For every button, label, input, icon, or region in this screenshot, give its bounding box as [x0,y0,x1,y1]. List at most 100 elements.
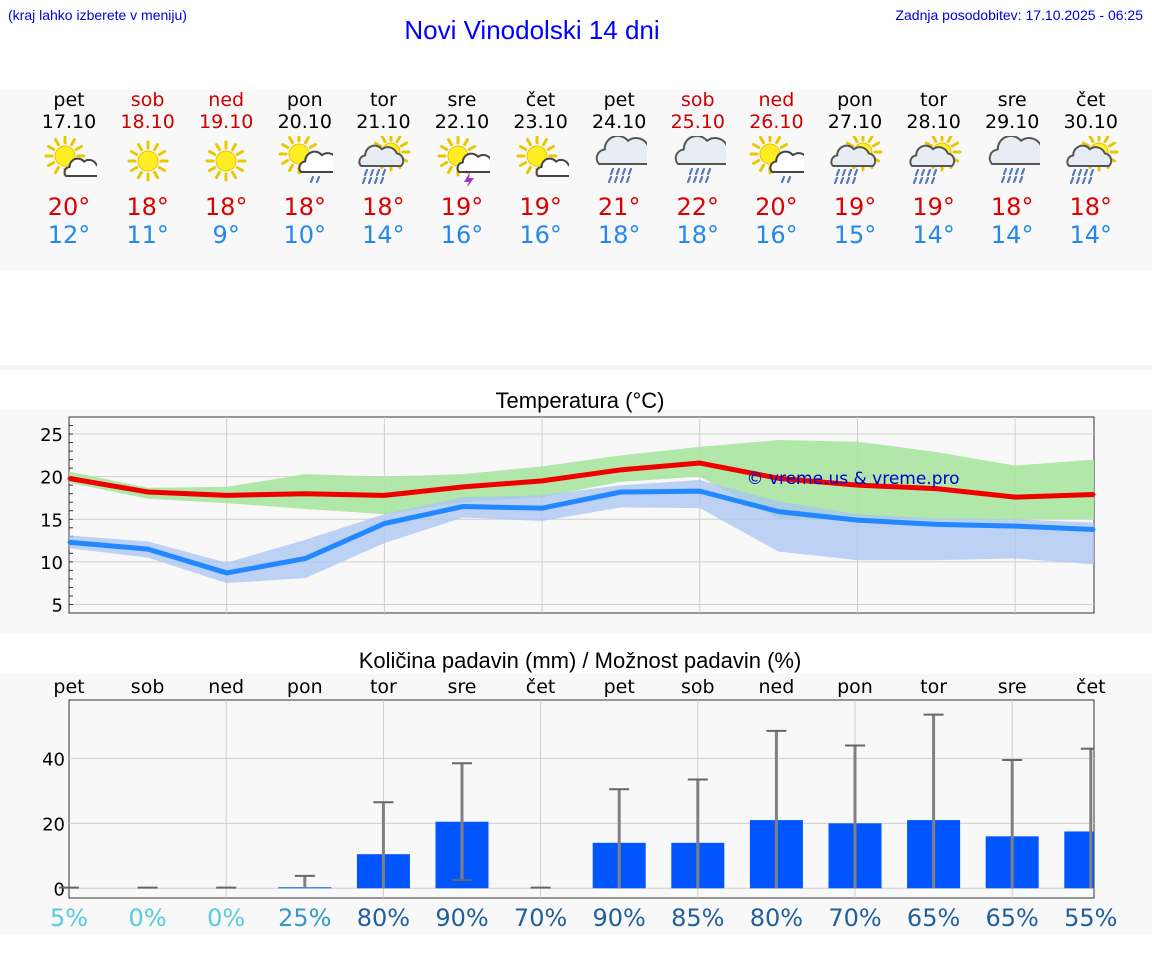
day-date: 29.10 [984,111,1040,133]
day-name: sre [997,89,1027,111]
day-date: 30.10 [1063,111,1118,133]
max-temperature: 18° [1069,193,1113,221]
max-temperature: 18° [362,193,405,221]
day-name: pet [603,89,635,111]
forecast-day: tor 28.10 19° 14° [895,89,973,249]
forecast-day: sre 22.10 19° 16° [423,89,501,249]
day-date: 25.10 [670,111,725,133]
forecast-day: ned 26.10 20° 16° [737,89,815,249]
day-label: tor [370,676,397,698]
data-point [461,485,465,489]
sun-thunder-icon [437,136,490,186]
forecast-day: ned 19.10 18° 9° [187,89,265,249]
sun-icon [127,140,169,182]
cloud-rain-icon [595,136,648,184]
day-date: 22.10 [434,111,490,133]
sun-cloud-rain-icon [749,136,805,184]
min-temperature: 14° [362,221,405,249]
day-label: sre [448,676,477,698]
data-point [67,540,71,544]
day-label: sob [131,676,165,698]
day-name: sob [130,89,165,111]
day-date: 18.10 [120,111,175,133]
day-label: pon [837,676,873,698]
precipitation-probability: 65% [986,904,1039,932]
forecast-day: pon 20.10 18° 10° [266,89,344,249]
forecast-day: sob 18.10 18° 11° [109,89,187,249]
day-date: 24.10 [591,111,647,133]
data-point [540,506,544,510]
precipitation-probability: 70% [514,904,567,932]
city-menu-hint: (kraj lahko izberete v meniju) [8,7,187,23]
min-temperature: 12° [47,221,91,249]
day-name: pon [286,89,323,111]
cloud-rain-icon [988,136,1041,184]
max-temperature: 19° [833,193,877,221]
forecast-day: pon 27.10 19° 15° [816,89,894,249]
day-date: 20.10 [277,111,332,133]
day-name: čet [1076,89,1106,111]
day-name: sob [681,89,715,111]
max-temperature-line [68,460,1095,500]
cloud-rain-icon [674,136,726,184]
data-point [382,522,386,526]
weather-icon [44,136,97,177]
weather-icon [909,136,962,185]
y-tick-label: 25 [40,425,63,446]
day-name: sre [447,89,477,111]
precipitation-probability: 90% [593,904,646,932]
cloud-heavy-rain-icon [358,136,411,185]
day-date: 21.10 [356,111,411,133]
precipitation-probability: 70% [828,904,881,932]
precipitation-probability: 0% [207,904,245,932]
data-point [619,468,623,472]
precipitation-chart-panel: 0 20 40 pet sob ned pon tor sre čet pet sob ned pon to… [0,674,1152,934]
precipitation-probability: 90% [435,904,488,932]
max-temperature: 19° [519,193,562,221]
watermark: © vreme.us & vreme.pro [746,469,959,489]
y-tick-label: 20 [40,468,63,489]
min-temperature: 14° [912,221,955,249]
weather-icon [988,136,1041,184]
forecast-day: čet 30.10 18° 14° [1052,89,1130,249]
weather-icon [278,136,333,184]
weather-icon [749,136,805,184]
weather-icon [595,136,648,184]
data-point [382,493,386,497]
cloud-heavy-rain-icon [1066,136,1119,185]
day-label: ned [208,676,244,698]
y-tick-label: 0 [54,879,65,900]
data-point [777,476,781,480]
data-point [67,476,71,480]
data-point [777,510,781,514]
min-temperature: 15° [833,221,877,249]
min-temperature: 18° [597,221,641,249]
day-label: sre [998,676,1027,698]
max-temperature: 21° [597,193,641,221]
sun-cloud-icon [516,136,569,177]
y-tick-label: 5 [52,595,63,616]
weather-icon [358,136,411,185]
day-label: pet [53,676,84,698]
precipitation-chart: 0 20 40 pet sob ned pon tor sre čet pet sob ned pon to… [42,676,1117,932]
weather-icon [674,136,726,184]
precipitation-probability: 0% [129,904,167,932]
data-point [934,522,938,526]
last-update: Zadnja posodobitev: 17.10.2025 - 06:25 [895,7,1143,23]
day-date: 28.10 [906,111,961,133]
data-point [146,547,150,551]
precipitation-probability: 80% [357,904,410,932]
day-label: tor [920,676,947,698]
data-point [934,487,938,491]
temperature-chart: 5 10 15 20 25 © vreme.us & vreme.pro [40,416,1096,616]
day-name: ned [208,89,245,111]
data-point [304,492,308,496]
max-temperature: 18° [283,193,327,221]
max-temperature: 19° [440,193,484,221]
precipitation-probability: 80% [750,904,803,932]
max-temperature-range [69,440,1094,520]
precipitation-probability: 25% [278,904,331,932]
day-label: pet [604,676,635,698]
day-name: tor [369,89,397,111]
forecast-day: sre 29.10 18° 14° [973,89,1051,249]
